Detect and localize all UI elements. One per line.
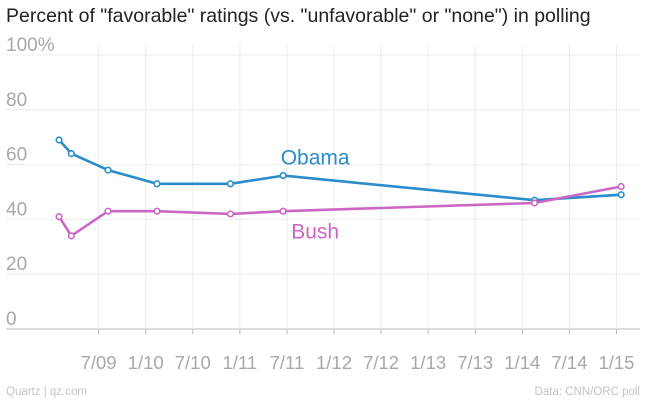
y-tick-label: 80 (6, 90, 27, 111)
obama-data-point (104, 166, 112, 174)
bush-data-point (104, 207, 112, 215)
bush-data-point (67, 232, 75, 240)
obama-series-line (57, 138, 623, 202)
obama-data-point (67, 150, 75, 158)
bush-data-point (153, 207, 161, 215)
bush-data-point (530, 199, 539, 207)
x-tick-label: 7/09 (81, 352, 117, 373)
obama-data-point (226, 180, 235, 188)
bush-data-point (279, 207, 287, 215)
y-tick-label: 60 (6, 145, 27, 166)
x-tick-label: 1/10 (128, 352, 164, 373)
bush-data-point (55, 213, 63, 221)
footer-source: Data: CNN/ORC poll (534, 386, 640, 398)
x-tick-label: 7/10 (175, 352, 211, 373)
bush-data-point (617, 182, 625, 191)
gridlines (6, 45, 640, 330)
x-tick-label: 7/12 (363, 352, 399, 373)
bush-data-point (226, 210, 235, 218)
x-tick-label: 1/14 (504, 352, 540, 373)
y-tick-label: 40 (6, 199, 27, 220)
x-tick-label: 1/12 (316, 352, 352, 373)
obama-data-point (617, 191, 625, 199)
data-points (55, 136, 625, 240)
x-tick-label: 7/13 (457, 352, 493, 373)
x-tick-label: 1/15 (598, 352, 634, 373)
y-tick-label: 0 (6, 309, 17, 330)
x-axis: 7/09 1/10 7/10 1/11 7/11 1/12 7/12 1/13 7/13 1/14… (81, 329, 634, 373)
x-tick-label: 1/13 (410, 352, 446, 373)
x-tick-label: 7/11 (270, 352, 305, 373)
x-tick-label: 7/14 (551, 352, 587, 373)
y-tick-label: 100% (6, 35, 55, 56)
obama-data-point (55, 136, 63, 144)
obama-data-point (279, 171, 287, 180)
bush-series-label: Bush (291, 221, 339, 244)
obama-series-label: Obama (281, 147, 350, 170)
footer-credit: Quartz | qz.com (6, 386, 87, 398)
obama-data-point (153, 180, 161, 188)
bush-series-line (57, 185, 623, 238)
chart-title: Percent of "favorable" ratings (vs. "unf… (6, 5, 591, 27)
y-axis: 0 20 40 60 80 100% (6, 35, 55, 330)
series-lines (57, 138, 623, 238)
x-tick-label: 1/11 (223, 352, 258, 373)
y-tick-label: 20 (6, 254, 27, 275)
series-labels: Obama Bush (281, 147, 350, 244)
